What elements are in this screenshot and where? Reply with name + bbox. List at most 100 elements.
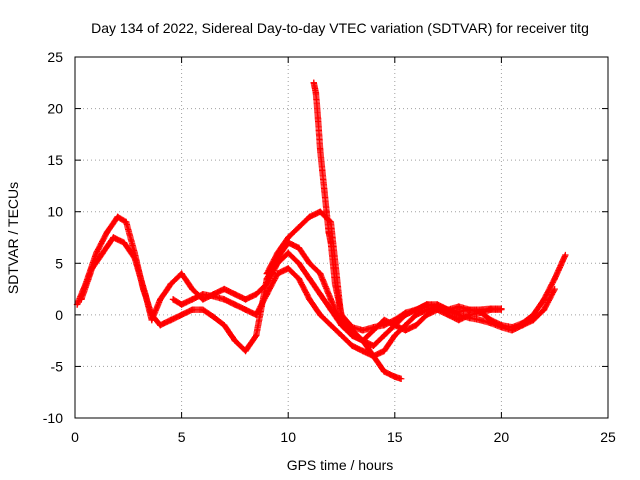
series-track-3 [263,208,405,383]
data-point [231,291,239,298]
data-point [210,293,217,300]
y-axis-label: SDTVAR / TECUs [5,182,21,294]
data-point [423,306,430,313]
data-point [321,187,328,195]
data-point [487,306,494,313]
data-point [306,296,313,303]
data-point [189,285,196,293]
data-point [455,311,462,319]
data-point [285,249,292,257]
x-tick-label: 25 [600,429,616,445]
data-point [402,309,409,316]
data-point [370,342,377,349]
data-point [316,311,324,319]
x-axis-label: GPS time / hours [287,457,394,473]
data-point [327,306,335,313]
data-point [380,347,388,355]
data-point [359,327,367,334]
data-point [157,296,164,303]
data-point [199,291,207,298]
data-point [295,244,303,252]
data-point [370,324,377,331]
data-point [306,275,313,282]
data-point [412,321,420,329]
data-point [263,291,271,298]
data-point [338,332,345,339]
data-point [316,208,324,215]
data-point [312,89,320,97]
data-point [178,301,185,308]
data-point [167,316,175,324]
data-point [325,229,332,236]
data-point [359,337,367,344]
plot-frame [74,56,609,419]
data-point [242,296,249,303]
data-point [466,314,473,322]
data-point [131,254,138,262]
axis-ticks: 0 5 10 15 20 25 -10 -5 0 5 10 15 20 25 [43,49,616,445]
data-point [310,79,317,86]
data-point [476,316,484,324]
series-trail [310,79,569,334]
data-point [99,249,106,257]
data-point [508,327,516,334]
data-point [359,347,367,355]
data-point [285,265,292,272]
data-point [231,301,239,308]
data-point [295,260,303,267]
data-point [253,291,260,298]
data-point [169,296,177,303]
data-point [316,270,324,277]
data-point [199,306,207,313]
x-tick-label: 15 [387,429,403,445]
data-point [157,321,164,329]
data-point [295,223,303,231]
data-point [93,249,100,257]
data-point [397,375,405,383]
data-point [78,296,85,303]
series-track-4 [310,79,569,334]
data-point [319,167,326,174]
data-point [103,229,111,236]
data-point [327,321,335,329]
series-trail [78,234,504,344]
data-point [242,347,249,355]
data-point [189,296,196,303]
data-point [189,306,196,313]
data-point [348,324,356,331]
data-point [122,218,130,226]
data-point [530,316,537,324]
data-point [274,260,281,267]
x-tick-label: 10 [280,429,296,445]
data-point [316,146,324,154]
data-point [338,311,345,319]
data-point [540,306,548,313]
data-point [274,270,281,277]
series-trail [263,208,404,382]
y-tick-label: 15 [47,152,63,168]
series-track-5 [169,265,558,360]
data-point [380,368,388,375]
data-point [178,270,185,277]
data-point [274,249,281,257]
data-point [434,303,441,310]
data-point [316,291,324,298]
y-tick-label: 5 [55,255,63,271]
x-tick-label: 20 [494,429,510,445]
data-point [551,275,558,282]
data-point [562,251,569,259]
data-point [306,260,313,267]
data-point [444,306,452,313]
data-point [148,316,155,324]
data-point [391,373,398,380]
data-point [487,319,494,327]
x-tick-label: 0 [71,429,79,445]
y-tick-label: -10 [43,410,63,426]
data-point [380,321,388,329]
data-point [323,208,330,215]
data-point [551,285,558,293]
data-point [370,352,377,360]
data-point [253,311,260,319]
series-track-2 [78,234,505,344]
data-point [540,296,548,303]
